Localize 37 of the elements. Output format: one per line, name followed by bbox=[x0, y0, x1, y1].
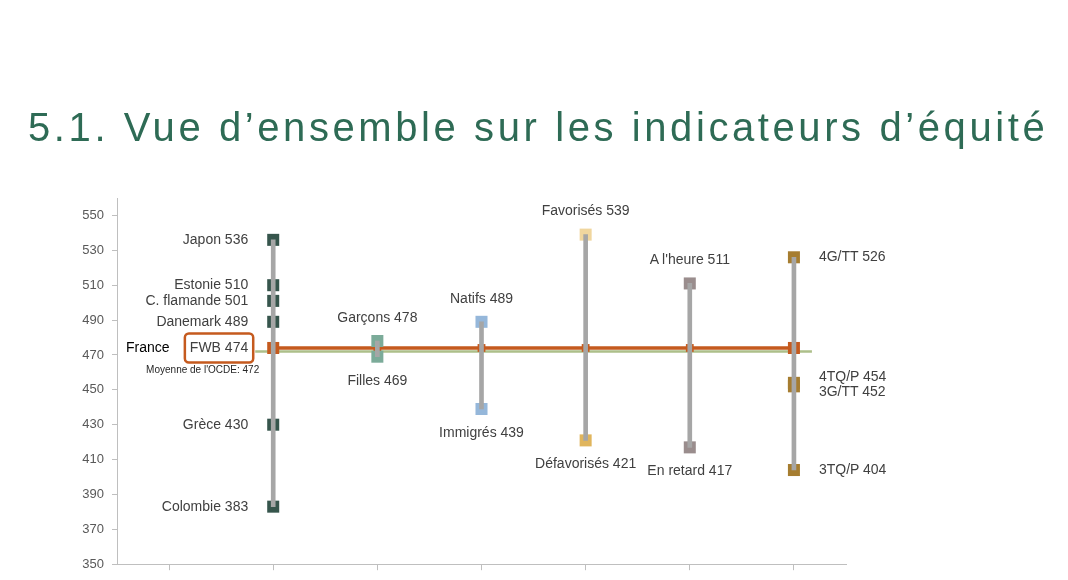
data-label: Grèce 430 bbox=[182, 415, 249, 432]
data-label: Danemark 489 bbox=[156, 312, 249, 329]
data-label: C. flamande 501 bbox=[145, 291, 249, 308]
data-label: Japon 536 bbox=[182, 230, 249, 247]
y-tick-label: 370 bbox=[82, 520, 104, 536]
y-tick-label: 550 bbox=[82, 207, 104, 223]
bar bbox=[270, 239, 276, 507]
y-tick-label: 510 bbox=[82, 276, 104, 292]
data-label: Colombie 383 bbox=[161, 497, 249, 514]
bar bbox=[583, 234, 588, 441]
bar bbox=[375, 340, 380, 358]
y-tick-label: 450 bbox=[82, 381, 104, 397]
data-label: En retard 417 bbox=[647, 462, 733, 479]
data-label: 3TQ/P 404 bbox=[818, 460, 887, 477]
y-tick-label: 390 bbox=[82, 486, 104, 502]
y-tick-label: 530 bbox=[82, 241, 104, 257]
y-tick-label: 430 bbox=[82, 416, 104, 432]
y-tick-label: 350 bbox=[82, 555, 104, 571]
ref-line-label: Moyenne de l'OCDE: 472 bbox=[146, 364, 260, 376]
data-label: Filles 469 bbox=[347, 371, 408, 388]
data-label: Estonie 510 bbox=[174, 276, 249, 293]
bar bbox=[687, 283, 693, 448]
data-label: Défavorisés 421 bbox=[535, 455, 637, 472]
data-label: FWB 474 bbox=[189, 338, 249, 355]
y-tick-label: 490 bbox=[82, 311, 104, 327]
y-tick-label: 410 bbox=[82, 451, 104, 467]
data-label: Immigrés 439 bbox=[439, 423, 525, 440]
data-label: Favorisés 539 bbox=[541, 202, 630, 219]
bar bbox=[479, 321, 484, 410]
annotation: France bbox=[126, 338, 170, 355]
data-label: Natifs 489 bbox=[449, 289, 514, 306]
data-label: 4G/TT 526 bbox=[818, 248, 886, 265]
chart-title: 5.1. Vue d’ensemble sur les indicateurs d’équité bbox=[28, 104, 1049, 150]
y-tick-label: 470 bbox=[82, 346, 104, 362]
data-label: 4TQ/P 454 bbox=[818, 367, 887, 384]
data-label: A l'heure 511 bbox=[649, 251, 731, 268]
data-label: Garçons 478 bbox=[337, 308, 418, 325]
